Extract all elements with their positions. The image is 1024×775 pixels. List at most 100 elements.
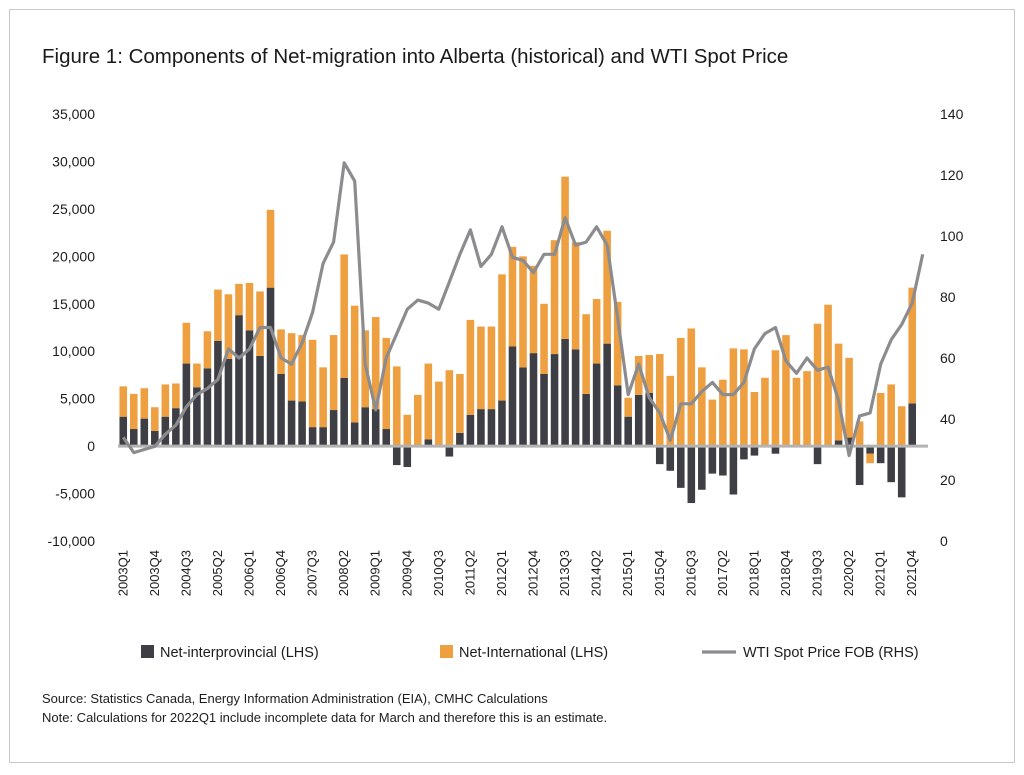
bar-interprovincial <box>582 393 590 447</box>
bar-international <box>371 317 380 410</box>
bar-interprovincial <box>592 363 601 447</box>
bar-international <box>508 246 517 347</box>
bar-international <box>655 354 664 447</box>
bar-interprovincial <box>519 367 527 447</box>
x-tick-label: 2018Q1 <box>746 550 761 596</box>
bar-interprovincial <box>256 355 264 447</box>
bar-international <box>329 335 338 411</box>
bar-interprovincial <box>666 446 675 471</box>
bar-international <box>519 256 527 368</box>
legend-label-interprovincial: Net-interprovincial (LHS) <box>160 645 319 661</box>
bar-international <box>319 367 327 428</box>
left-tick-label: 25,000 <box>52 201 95 217</box>
bar-interprovincial <box>340 377 348 447</box>
bar-interprovincial <box>487 409 496 447</box>
bar-international <box>498 274 506 401</box>
bar-international <box>813 323 822 447</box>
bar-international <box>214 289 222 341</box>
bar-interprovincial <box>845 437 853 447</box>
chart-area: -10,000 -5,000 0 5,000 10,000 15,000 20,000 25,… <box>48 106 964 661</box>
bar-international <box>561 176 569 339</box>
right-tick-label: 0 <box>940 533 948 549</box>
bar-international <box>487 326 496 410</box>
bar-interprovincial <box>350 422 359 447</box>
bar-international <box>582 314 590 394</box>
bar-international <box>782 335 790 447</box>
x-tick-label: 2005Q2 <box>210 550 225 596</box>
bar-international <box>256 291 264 356</box>
x-tick-label: 2021Q1 <box>873 550 888 596</box>
bar-international <box>698 367 706 447</box>
bar-interprovincial <box>456 432 464 447</box>
bar-international <box>845 357 853 438</box>
x-tick-label: 2007Q3 <box>305 550 320 596</box>
right-tick-label: 40 <box>940 411 956 427</box>
bar-interprovincial <box>392 446 401 466</box>
bar-interprovincial <box>140 418 149 447</box>
bar-interprovincial <box>897 446 906 498</box>
bar-international <box>866 453 874 464</box>
x-tick-label: 2012Q1 <box>494 550 509 596</box>
estimate-note: Note: Calculations for 2022Q1 include in… <box>42 710 608 725</box>
left-tick-label: -10,000 <box>48 533 96 549</box>
bar-international <box>529 265 538 354</box>
bar-international <box>603 230 611 344</box>
bar-international <box>161 384 170 417</box>
bar-international <box>771 350 780 447</box>
bar-interprovincial <box>708 446 717 474</box>
x-tick-label: 2014Q2 <box>589 550 604 596</box>
bar-interprovincial <box>571 349 580 447</box>
footnotes: Source: Statistics Canada, Energy Inform… <box>42 689 607 727</box>
bar-interprovincial <box>203 368 212 447</box>
left-tick-label: 30,000 <box>52 153 95 169</box>
right-tick-label: 20 <box>940 472 956 488</box>
bar-international <box>624 397 632 417</box>
bar-international <box>719 379 727 447</box>
bar-international <box>792 377 801 447</box>
bar-international <box>876 392 885 447</box>
bar-international <box>119 386 128 417</box>
x-tick-label: 2017Q2 <box>715 550 730 596</box>
bar-interprovincial <box>477 409 485 447</box>
bar-interprovincial <box>677 446 685 488</box>
x-tick-label: 2019Q3 <box>810 550 825 596</box>
bar-international <box>887 384 895 447</box>
legend: Net-interprovincial (LHS) Net-Internatio… <box>141 645 919 661</box>
chart-title: Figure 1: Components of Net-migration in… <box>42 45 789 68</box>
right-axis-ticks: 0 20 40 60 80 100 120 140 <box>940 106 964 549</box>
bar-interprovincial <box>371 409 380 447</box>
legend-swatch-international <box>440 645 453 658</box>
x-tick-label: 2020Q2 <box>841 550 856 596</box>
x-tick-label: 2011Q2 <box>462 550 477 595</box>
bar-interprovincial <box>129 429 138 447</box>
bar-interprovincial <box>329 410 338 447</box>
bar-interprovincial <box>561 338 569 447</box>
left-axis-ticks: -10,000 -5,000 0 5,000 10,000 15,000 20,000 25,… <box>48 106 96 549</box>
bar-international <box>571 242 580 350</box>
bar-international <box>477 326 485 410</box>
bar-international <box>350 305 359 423</box>
bar-interprovincial <box>151 430 159 447</box>
bar-interprovincial <box>245 330 254 447</box>
bar-international <box>456 373 464 433</box>
bar-interprovincial <box>277 373 285 447</box>
left-tick-label: -5,000 <box>55 486 95 502</box>
bar-interprovincial <box>403 446 412 467</box>
bar-interprovincial <box>698 446 706 490</box>
x-tick-label: 2013Q3 <box>557 550 572 596</box>
bar-international <box>466 319 475 415</box>
bar-interprovincial <box>876 446 885 464</box>
x-tick-label: 2018Q4 <box>778 550 793 596</box>
x-tick-label: 2016Q3 <box>683 550 698 596</box>
bar-interprovincial <box>540 373 548 447</box>
bar-interprovincial <box>855 446 864 486</box>
bar-interprovincial <box>908 403 917 447</box>
bar-interprovincial <box>235 315 243 447</box>
bar-interprovincial <box>214 340 222 447</box>
left-tick-label: 5,000 <box>60 391 95 407</box>
bar-interprovincial <box>750 446 759 456</box>
x-tick-label: 2004Q3 <box>178 550 193 596</box>
bar-international <box>445 370 454 447</box>
bar-layer <box>119 176 917 504</box>
bar-international <box>824 304 832 447</box>
